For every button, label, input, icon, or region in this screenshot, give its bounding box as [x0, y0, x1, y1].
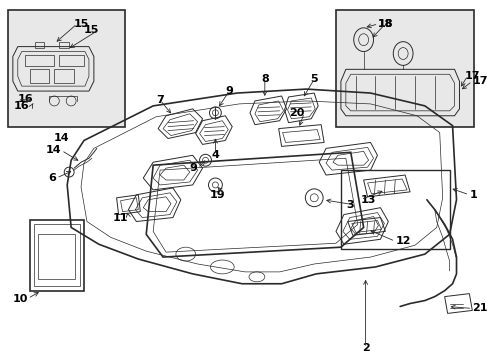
Text: 16: 16: [18, 94, 33, 104]
Text: 6: 6: [48, 173, 56, 183]
Text: 17: 17: [471, 76, 487, 86]
Text: 13: 13: [360, 195, 375, 205]
Text: 3: 3: [346, 200, 353, 210]
Text: 14: 14: [53, 134, 69, 144]
Text: 12: 12: [394, 236, 410, 246]
Bar: [38, 234, 75, 279]
Text: 20: 20: [288, 108, 304, 118]
Text: 17: 17: [464, 71, 479, 81]
Text: 9: 9: [225, 86, 233, 96]
Text: 2: 2: [361, 343, 369, 353]
Text: 9: 9: [189, 163, 197, 173]
Bar: [340, 170, 448, 249]
Text: 8: 8: [261, 74, 268, 84]
Text: 18: 18: [377, 19, 392, 29]
Text: 15: 15: [83, 25, 99, 35]
Text: 1: 1: [468, 190, 476, 200]
Bar: [335, 10, 473, 127]
Text: 15: 15: [73, 19, 88, 29]
Bar: [34, 225, 80, 286]
Text: 18: 18: [377, 19, 392, 29]
Text: 5: 5: [310, 74, 317, 84]
Text: 14: 14: [45, 145, 61, 156]
Text: 11: 11: [113, 212, 128, 222]
Text: 7: 7: [156, 95, 163, 105]
Text: 21: 21: [471, 303, 487, 314]
Text: 19: 19: [209, 190, 225, 200]
Text: 16: 16: [14, 101, 29, 111]
Bar: [30, 220, 84, 291]
Bar: [8, 10, 124, 127]
Text: 10: 10: [12, 293, 28, 303]
Text: 4: 4: [211, 150, 219, 160]
